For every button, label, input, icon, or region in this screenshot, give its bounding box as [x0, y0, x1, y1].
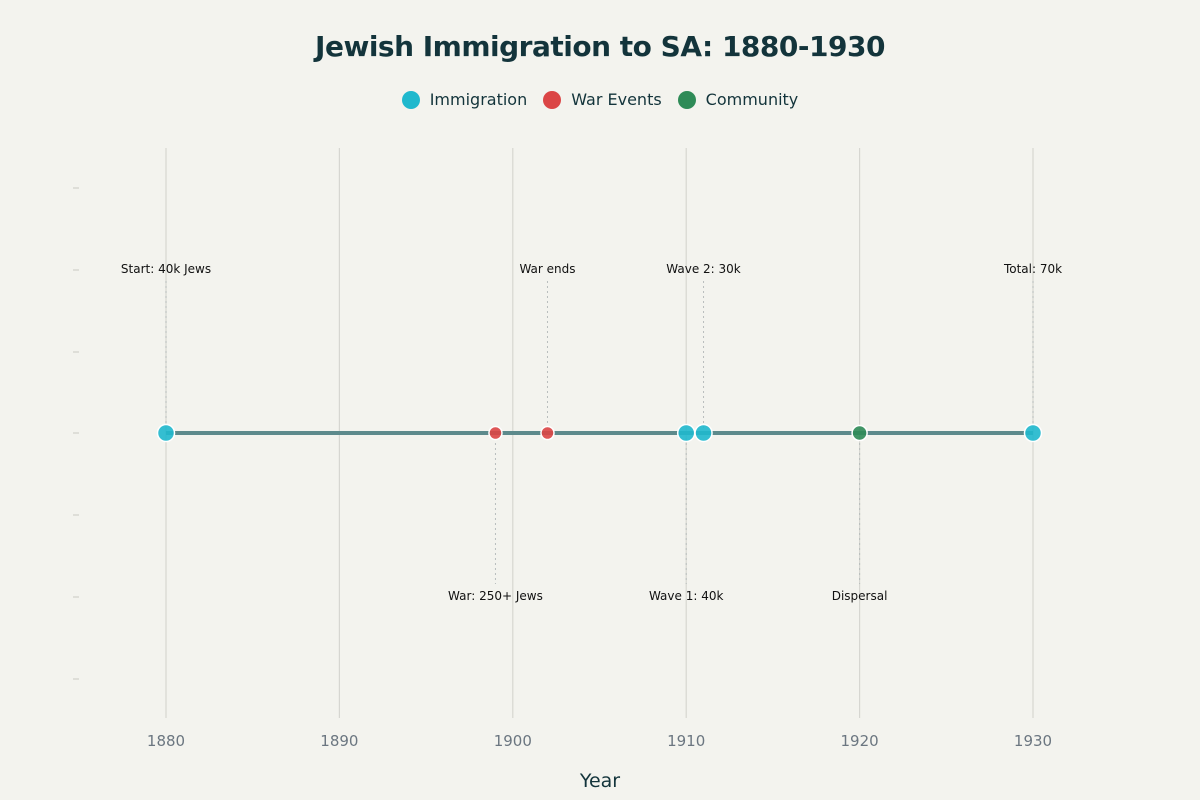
annotation-start-40k-jews: Start: 40k Jews — [121, 262, 211, 276]
legend: Immigration War Events Community — [0, 90, 1200, 109]
event-points — [156, 423, 1043, 443]
event-point-1880-immigration[interactable] — [156, 423, 176, 443]
x-tick-label-1920: 1920 — [841, 732, 879, 750]
event-point-1930-immigration[interactable] — [1023, 423, 1043, 443]
annotation-dispersal: Dispersal — [832, 589, 888, 603]
x-tick-label-1880: 1880 — [147, 732, 185, 750]
y-tick-marks — [73, 187, 79, 680]
legend-item-immigration[interactable]: Immigration — [401, 90, 528, 109]
x-tick-label-1890: 1890 — [320, 732, 358, 750]
legend-label-immigration: Immigration — [429, 90, 528, 109]
annotation-war-ends: War ends — [519, 262, 575, 276]
chart-title: Jewish Immigration to SA: 1880-1930 — [315, 30, 885, 63]
event-point-1910-immigration[interactable] — [676, 423, 696, 443]
event-point-1920-community[interactable] — [851, 424, 868, 442]
event-point-1899-war-events[interactable] — [488, 425, 503, 441]
legend-label-community: Community — [705, 90, 799, 109]
x-tick-label-1930: 1930 — [1014, 732, 1052, 750]
legend-label-war-events: War Events — [571, 90, 662, 109]
x-axis-title: Year — [579, 770, 620, 792]
annotation-wave-1-40k: Wave 1: 40k — [649, 589, 724, 603]
annotations: Start: 40k Jews War: 250+ Jews War ends Wav… — [121, 262, 1062, 603]
event-point-1902-war-events[interactable] — [540, 425, 555, 441]
annotation-wave-2-30k: Wave 2: 30k — [666, 262, 741, 276]
legend-swatch-war-events — [543, 90, 562, 109]
legend-item-community[interactable]: Community — [677, 90, 799, 109]
annotation-leaders — [165, 279, 1034, 584]
annotation-war-250-jews: War: 250+ Jews — [448, 589, 543, 603]
legend-swatch-community — [677, 90, 696, 109]
event-point-1911-immigration[interactable] — [694, 423, 713, 443]
legend-item-war-events[interactable]: War Events — [543, 90, 662, 109]
legend-swatch-immigration — [401, 90, 420, 109]
annotation-total-70k: Total: 70k — [1003, 262, 1062, 276]
x-axis: 1880 1890 1900 1910 1920 1930 — [147, 732, 1052, 750]
x-tick-label-1900: 1900 — [494, 732, 532, 750]
x-tick-label-1910: 1910 — [667, 732, 705, 750]
